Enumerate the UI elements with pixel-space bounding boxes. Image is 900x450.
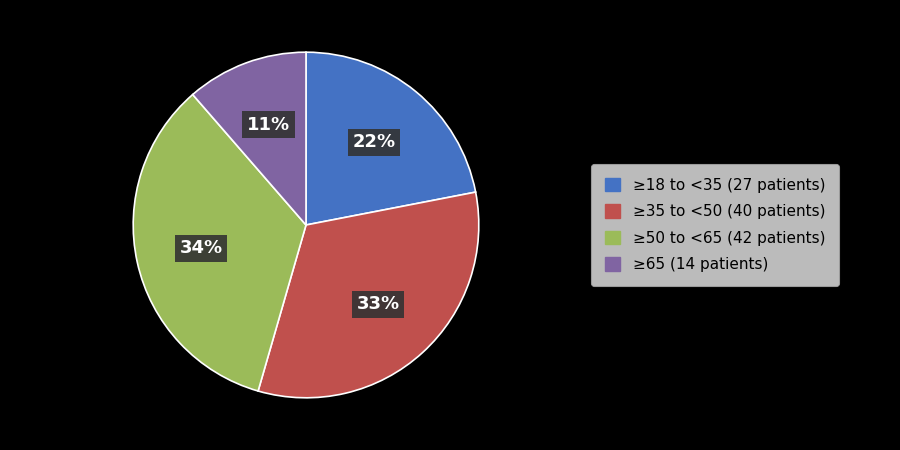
Legend: ≥18 to <35 (27 patients), ≥35 to <50 (40 patients), ≥50 to <65 (42 patients), ≥6: ≥18 to <35 (27 patients), ≥35 to <50 (40… — [591, 164, 839, 286]
Wedge shape — [306, 52, 475, 225]
Text: 33%: 33% — [356, 295, 400, 313]
Wedge shape — [258, 192, 479, 398]
Text: 22%: 22% — [353, 133, 396, 151]
Wedge shape — [133, 94, 306, 391]
Text: 34%: 34% — [180, 239, 223, 257]
Wedge shape — [193, 52, 306, 225]
Text: 11%: 11% — [247, 116, 290, 134]
